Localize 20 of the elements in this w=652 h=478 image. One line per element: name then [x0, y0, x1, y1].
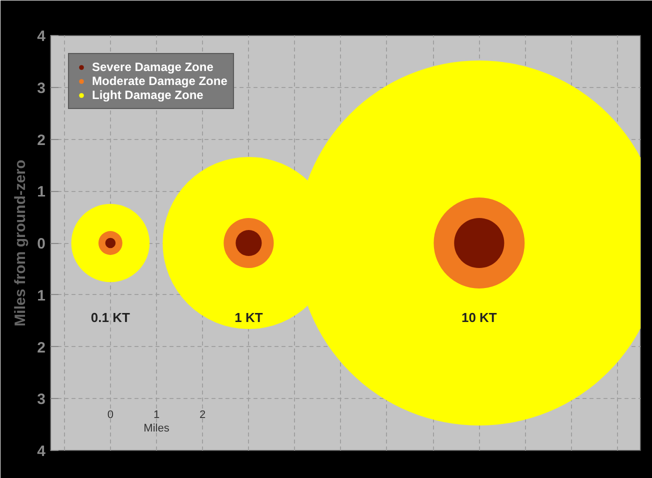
y-tick-label: 1	[37, 287, 46, 304]
legend-label: Light Damage Zone	[92, 88, 204, 102]
y-tick-label: 3	[37, 391, 46, 408]
y-tick-label: 4	[37, 28, 46, 45]
y-tick-label: 2	[37, 339, 46, 356]
annotation: 1 KT	[234, 310, 263, 326]
y-tick-label: 1	[37, 184, 46, 201]
legend-label: Severe Damage Zone	[92, 60, 214, 74]
y-tick-label: 2	[37, 132, 46, 149]
annotation: 10 KT	[461, 310, 497, 326]
x-tick-label: 1	[153, 408, 160, 421]
y-tick-label: 4	[37, 443, 46, 460]
y-tick-label: 0	[37, 236, 46, 252]
x-tick-label: 2	[200, 408, 206, 421]
x-tick-label: 0	[107, 408, 114, 421]
legend-label: Moderate Damage Zone	[92, 74, 228, 88]
annotation: 0.1 KT	[90, 310, 130, 326]
y-tick-label: 3	[37, 80, 46, 97]
y-axis-title: Miles from ground-zero	[12, 160, 30, 326]
x-axis-title: Miles	[144, 422, 170, 434]
